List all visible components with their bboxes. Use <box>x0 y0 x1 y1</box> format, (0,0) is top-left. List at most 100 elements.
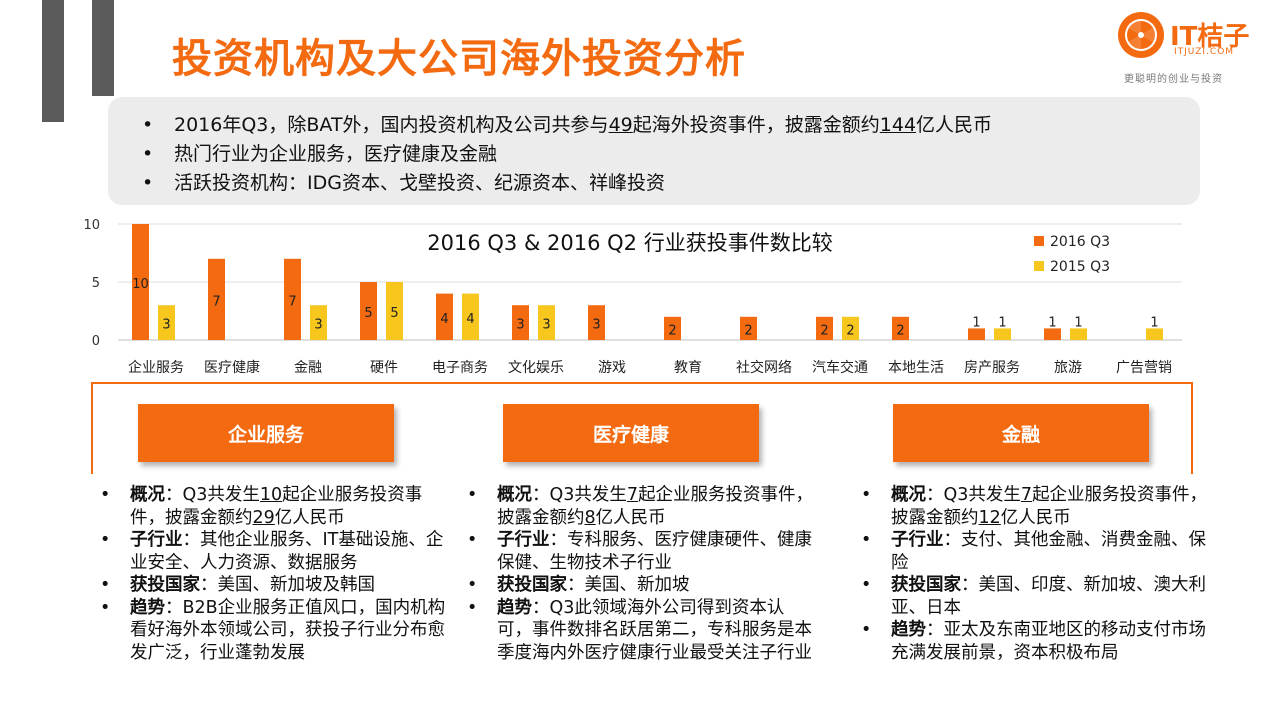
bar <box>588 305 605 340</box>
x-tick-label: 硬件 <box>370 360 398 376</box>
bar <box>994 328 1011 340</box>
sector-detail-enterprise: 概况：Q3共发生10起企业服务投资事件，披露金额约29亿人民币子行业：其他企业服… <box>100 484 450 664</box>
bar <box>1070 328 1087 340</box>
legend-label: 2015 Q3 <box>1050 259 1110 275</box>
point-number: 29 <box>252 507 275 528</box>
bar <box>1146 328 1163 340</box>
decorative-bar-left <box>42 0 64 122</box>
x-tick-label: 游戏 <box>598 360 626 376</box>
summary-box: 2016年Q3，除BAT外，国内投资机构及公司共参与49起海外投资事件，披露金额… <box>108 97 1200 205</box>
data-label: 2 <box>668 323 676 338</box>
point-key: 获投国家 <box>497 575 567 595</box>
orange-slice-icon <box>1118 12 1164 58</box>
data-label: 1 <box>1048 315 1056 330</box>
data-label: 10 <box>132 277 149 292</box>
logo: IT桔子 ITJUZI.COM 更聪明的创业与投资 <box>1118 12 1268 92</box>
amount-value: 144 <box>879 114 917 136</box>
sector-point: 子行业：支付、其他金融、消费金融、保险 <box>861 529 1211 574</box>
point-number: 8 <box>584 507 596 528</box>
bar <box>664 316 681 340</box>
bar <box>740 316 757 340</box>
point-key: 子行业 <box>891 530 944 550</box>
bar <box>1044 328 1061 340</box>
bar <box>892 316 909 340</box>
point-key: 趋势 <box>497 597 532 618</box>
sector-button-finance[interactable]: 金融 <box>893 404 1149 462</box>
x-tick-label: 教育 <box>674 360 702 376</box>
bar <box>360 282 377 340</box>
summary-line-1: 2016年Q3，除BAT外，国内投资机构及公司共参与49起海外投资事件，披露金额… <box>142 111 992 140</box>
bar <box>310 305 327 340</box>
data-label: 1 <box>972 315 980 330</box>
bar <box>842 316 859 340</box>
sector-point: 子行业：其他企业服务、IT基础设施、企业安全、人力资源、数据服务 <box>100 529 450 574</box>
x-tick-label: 社交网络 <box>736 359 792 376</box>
data-label: 7 <box>212 294 220 309</box>
point-key: 趋势 <box>130 597 165 618</box>
data-label: 2 <box>896 323 904 338</box>
x-tick-label: 电子商务 <box>432 360 488 376</box>
data-label: 4 <box>466 312 474 327</box>
bar <box>462 293 479 340</box>
legend-swatch <box>1034 236 1044 246</box>
point-key: 子行业 <box>130 530 183 550</box>
y-tick-label: 10 <box>83 218 100 233</box>
sector-point: 趋势：Q3此领域海外公司得到资本认可，事件数排名跃居第二，专科服务是本季度海内外… <box>467 597 817 665</box>
data-label: 3 <box>542 318 550 333</box>
point-key: 获投国家 <box>891 575 961 595</box>
point-key: 趋势 <box>891 620 926 640</box>
point-key: 概况 <box>497 485 532 505</box>
point-number: 12 <box>978 507 1001 528</box>
data-label: 2 <box>846 323 854 338</box>
summary-line-2: 热门行业为企业服务，医疗健康及金融 <box>142 140 992 169</box>
data-label: 3 <box>314 318 322 333</box>
bar <box>284 258 301 340</box>
bar <box>208 258 225 340</box>
data-label: 1 <box>1074 315 1082 330</box>
x-tick-label: 广告营销 <box>1116 360 1172 376</box>
sector-button-healthcare[interactable]: 医疗健康 <box>503 404 759 462</box>
sector-detail-healthcare: 概况：Q3共发生7起企业服务投资事件，披露金额约8亿人民币子行业：专科服务、医疗… <box>467 484 817 664</box>
x-tick-label: 旅游 <box>1054 360 1082 376</box>
sector-point: 趋势：B2B企业服务正值风口，国内机构看好海外本领域公司，获投子行业分布愈发广泛… <box>100 597 450 665</box>
sector-detail-finance: 概况：Q3共发生7起企业服务投资事件，披露金额约12亿人民币子行业：支付、其他金… <box>861 484 1211 664</box>
x-tick-label: 文化娱乐 <box>508 360 564 376</box>
x-tick-label: 房产服务 <box>964 360 1020 376</box>
x-tick-label: 金融 <box>294 360 322 376</box>
point-key: 概况 <box>130 485 165 505</box>
point-number: 7 <box>1020 485 1033 505</box>
sector-point: 子行业：专科服务、医疗健康硬件、健康保健、生物技术子行业 <box>467 529 817 574</box>
logo-slogan: 更聪明的创业与投资 <box>1124 74 1223 85</box>
x-tick-label: 医疗健康 <box>204 359 260 376</box>
sector-point: 获投国家：美国、新加坡 <box>467 574 817 597</box>
x-tick-label: 汽车交通 <box>812 359 868 376</box>
data-label: 3 <box>592 318 600 333</box>
y-tick-label: 0 <box>92 334 100 349</box>
sector-point: 获投国家：美国、印度、新加坡、澳大利亚、日本 <box>861 574 1211 619</box>
point-number: 10 <box>259 485 283 505</box>
summary-line-3: 活跃投资机构：IDG资本、戈壁投资、纪源资本、祥峰投资 <box>142 169 992 198</box>
x-tick-label: 本地生活 <box>888 360 944 376</box>
bar <box>512 305 529 340</box>
sector-point: 获投国家：美国、新加坡及韩国 <box>100 574 450 597</box>
sector-point: 概况：Q3共发生7起企业服务投资事件，披露金额约8亿人民币 <box>467 484 817 529</box>
data-label: 4 <box>440 312 448 327</box>
y-tick-label: 5 <box>92 276 100 291</box>
point-key: 子行业 <box>497 530 550 550</box>
point-number: 7 <box>626 485 639 505</box>
data-label: 2 <box>820 323 828 338</box>
legend-label: 2016 Q3 <box>1050 234 1110 250</box>
bar <box>386 282 403 340</box>
sector-button-enterprise[interactable]: 企业服务 <box>138 404 394 462</box>
bar <box>538 305 555 340</box>
event-count: 49 <box>608 114 633 136</box>
decorative-bar-right <box>92 0 114 96</box>
data-label: 7 <box>288 294 296 309</box>
data-label: 3 <box>162 318 170 333</box>
data-label: 1 <box>998 315 1006 330</box>
bar <box>816 316 833 340</box>
chart-title: 2016 Q3 & 2016 Q2 行业获投事件数比较 <box>427 231 832 255</box>
sector-frame <box>91 382 1193 474</box>
data-label: 2 <box>744 323 752 338</box>
